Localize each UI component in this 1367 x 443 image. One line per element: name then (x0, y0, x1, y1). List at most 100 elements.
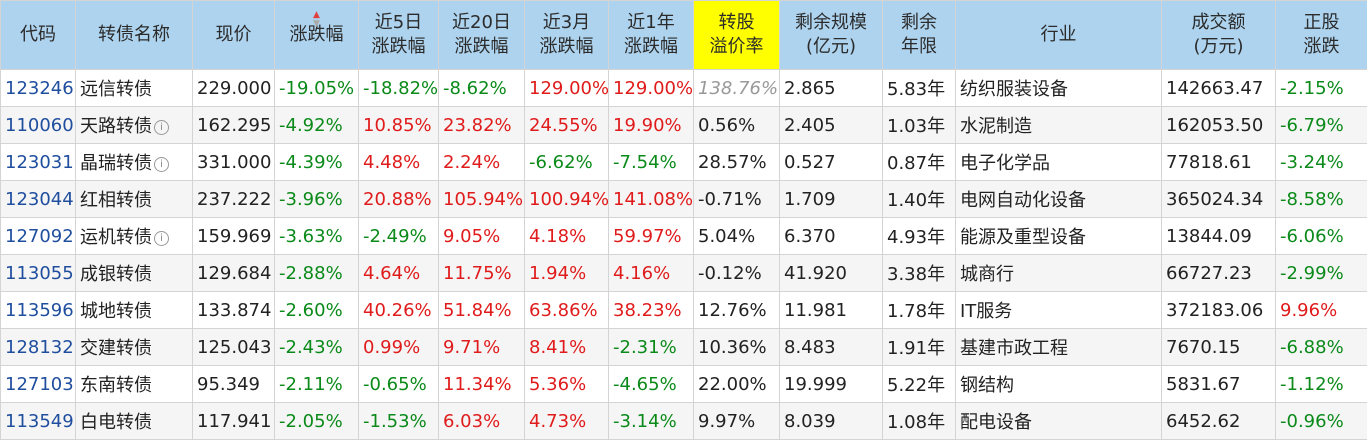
header-premium[interactable]: 转股 溢价率 (693, 0, 780, 70)
cell-chg5-value: 4.48% (363, 151, 421, 173)
cell-code[interactable]: 123044 (0, 180, 76, 218)
header-stock-change[interactable]: 正股 涨跌 (1275, 0, 1367, 70)
cell-name-value: 天路转债 (80, 116, 152, 137)
table-row[interactable]: 127103 东南转债 95.349 -2.11% -0.65% 11.34% 5.36% -… (0, 365, 1367, 403)
cell-code[interactable]: 113549 (0, 402, 76, 440)
cell-chg3m: 63.86% (524, 291, 609, 329)
cell-name[interactable]: 成银转债 (75, 254, 193, 292)
table-row[interactable]: 128132 交建转债 125.043 -2.43% 0.99% 9.71% 8.41% -2… (0, 328, 1367, 366)
cell-chg3m: 5.36% (524, 365, 609, 403)
sort-arrows-icon[interactable]: ▲ ▼ (313, 10, 320, 29)
table-row[interactable]: 110060 天路转债 i 162.295 -4.92% 10.85% 23.82% 24.5… (0, 106, 1367, 144)
cell-name[interactable]: 交建转债 (75, 328, 193, 366)
cell-stock-value: -2.99% (1280, 262, 1344, 284)
header-label: 年限 (901, 36, 937, 57)
cell-chg5-value: -2.49% (363, 225, 427, 247)
cell-name[interactable]: 晶瑞转债 i (75, 143, 193, 181)
cell-code[interactable]: 113055 (0, 254, 76, 292)
header-turnover[interactable]: 成交额 (万元) (1161, 0, 1276, 70)
cell-code[interactable]: 113596 (0, 291, 76, 329)
cell-code[interactable]: 127092 (0, 217, 76, 255)
cell-turnover-value: 6452.62 (1166, 410, 1241, 432)
table-body: 123246 远信转债 229.000 -19.05% -18.82% -8.62% 129… (0, 69, 1367, 440)
cell-chg1y-value: 38.23% (613, 299, 682, 321)
cell-size-value: 11.981 (784, 299, 847, 321)
cell-years-value: 5.22年 (887, 375, 946, 396)
cell-chg1y: 19.90% (608, 106, 694, 144)
cell-stock-value: -8.58% (1280, 188, 1344, 210)
cell-size-value: 6.370 (784, 225, 836, 247)
header-label: 涨跌幅 (539, 36, 594, 57)
cell-turnover-value: 66727.23 (1166, 262, 1252, 284)
table-row[interactable]: 113055 成银转债 129.684 -2.88% 4.64% 11.75% 1.94% 4… (0, 254, 1367, 292)
header-name[interactable]: 转债名称 (75, 0, 193, 70)
cell-name[interactable]: 城地转债 (75, 291, 193, 329)
table-row[interactable]: 127092 运机转债 i 159.969 -3.63% -2.49% 9.05% 4.18%… (0, 217, 1367, 255)
cell-chg20-value: 11.75% (443, 262, 512, 284)
cell-stock: 9.96% (1275, 291, 1367, 329)
header-industry[interactable]: 行业 (955, 0, 1162, 70)
header-change-3m[interactable]: 近3月 涨跌幅 (524, 0, 609, 70)
cell-price: 95.349 (192, 365, 275, 403)
table-row[interactable]: 123031 晶瑞转债 i 331.000 -4.39% 4.48% 2.24% -6.62%… (0, 143, 1367, 181)
cell-name[interactable]: 远信转债 (75, 69, 193, 107)
table-row[interactable]: 113549 白电转债 117.941 -2.05% -1.53% 6.03% 4.73% -… (0, 402, 1367, 440)
cell-name-value: 白电转债 (80, 412, 152, 433)
cell-name[interactable]: 运机转债 i (75, 217, 193, 255)
cell-chg: -2.60% (274, 291, 359, 329)
cell-name-value: 东南转债 (80, 375, 152, 396)
header-change-1y[interactable]: 近1年 涨跌幅 (608, 0, 694, 70)
cell-code[interactable]: 127103 (0, 365, 76, 403)
cell-chg5: 20.88% (358, 180, 439, 218)
table-row[interactable]: 113596 城地转债 133.874 -2.60% 40.26% 51.84% 63.86… (0, 291, 1367, 329)
header-change-5d[interactable]: 近5日 涨跌幅 (358, 0, 439, 70)
cell-chg1y-value: 141.08% (613, 188, 694, 210)
info-icon[interactable]: i (154, 231, 169, 246)
cell-size-value: 41.920 (784, 262, 847, 284)
header-change[interactable]: ▲ ▼ 涨跌幅 (274, 0, 359, 70)
cell-name-value: 城地转债 (80, 301, 152, 322)
cell-stock: -6.79% (1275, 106, 1367, 144)
info-icon[interactable]: i (154, 157, 169, 172)
cell-chg3m-value: 4.18% (529, 225, 587, 247)
cell-chg20-value: 11.34% (443, 373, 512, 395)
cell-size: 41.920 (779, 254, 883, 292)
header-remaining-size[interactable]: 剩余规模 (亿元) (779, 0, 883, 70)
header-code[interactable]: 代码 (0, 0, 76, 70)
header-remaining-years[interactable]: 剩余 年限 (882, 0, 956, 70)
cell-chg3m: 129.00% (524, 69, 609, 107)
cell-stock-value: -6.88% (1280, 336, 1344, 358)
table-row[interactable]: 123044 红相转债 237.222 -3.96% 20.88% 105.94% 100.… (0, 180, 1367, 218)
cell-size-value: 1.709 (784, 188, 836, 210)
cell-years: 1.40年 (882, 180, 956, 218)
cell-chg5: -0.65% (358, 365, 439, 403)
cell-code[interactable]: 123031 (0, 143, 76, 181)
cell-size-value: 0.527 (784, 151, 836, 173)
cell-code[interactable]: 128132 (0, 328, 76, 366)
cell-chg1y: 141.08% (608, 180, 694, 218)
cell-chg-value: -4.39% (279, 151, 343, 173)
header-change-20d[interactable]: 近20日 涨跌幅 (438, 0, 525, 70)
cell-code[interactable]: 110060 (0, 106, 76, 144)
cell-industry: 水泥制造 (955, 106, 1162, 144)
cell-chg1y: -7.54% (608, 143, 694, 181)
cell-premium-value: -0.12% (698, 262, 762, 284)
cell-name[interactable]: 红相转债 (75, 180, 193, 218)
cell-industry: 配电设备 (955, 402, 1162, 440)
cell-chg5-value: 0.99% (363, 336, 421, 358)
cell-industry: 基建市政工程 (955, 328, 1162, 366)
header-price[interactable]: 现价 (192, 0, 275, 70)
header-label: 近20日 (452, 12, 511, 33)
cell-name[interactable]: 东南转债 (75, 365, 193, 403)
cell-turnover: 6452.62 (1161, 402, 1276, 440)
cell-chg3m: 24.55% (524, 106, 609, 144)
cell-code[interactable]: 123246 (0, 69, 76, 107)
cell-chg: -2.43% (274, 328, 359, 366)
cell-premium-value: 5.04% (698, 225, 756, 247)
cell-name[interactable]: 白电转债 (75, 402, 193, 440)
cell-name[interactable]: 天路转债 i (75, 106, 193, 144)
cell-premium-value: 9.97% (698, 410, 756, 432)
info-icon[interactable]: i (154, 120, 169, 135)
table-row[interactable]: 123246 远信转债 229.000 -19.05% -18.82% -8.62% 129… (0, 69, 1367, 107)
cell-chg-value: -4.92% (279, 114, 343, 136)
